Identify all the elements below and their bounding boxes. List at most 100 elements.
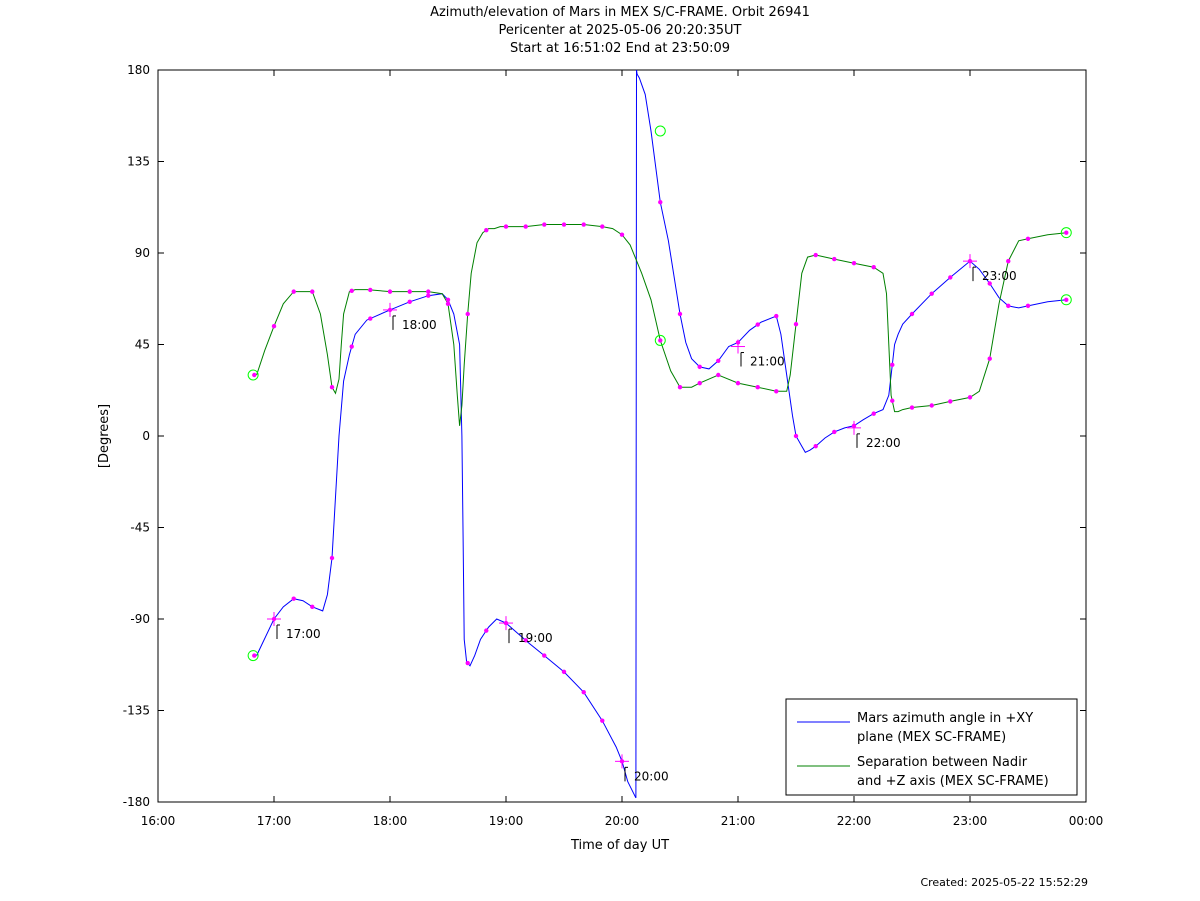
x-tick-label: 00:00 bbox=[1069, 814, 1104, 828]
data-point bbox=[716, 372, 721, 378]
data-point bbox=[890, 362, 895, 368]
data-point bbox=[832, 429, 837, 435]
data-point bbox=[387, 289, 393, 294]
data-point bbox=[774, 389, 779, 394]
data-point bbox=[484, 628, 489, 633]
data-point bbox=[523, 224, 528, 229]
created-timestamp: Created: 2025-05-22 15:52:29 bbox=[920, 876, 1088, 889]
legend: Mars azimuth angle in +XY plane (MEX SC-… bbox=[785, 698, 1078, 796]
data-point bbox=[1064, 230, 1069, 235]
data-point bbox=[426, 289, 431, 294]
chart-title-line1: Azimuth/elevation of Mars in MEX S/C-FRA… bbox=[430, 5, 810, 20]
endpoint-circle bbox=[654, 334, 666, 346]
data-point bbox=[1025, 303, 1031, 309]
hour-annotation-label: 17:00 bbox=[286, 627, 321, 641]
data-point bbox=[349, 344, 354, 349]
data-point bbox=[793, 433, 799, 439]
data-point bbox=[542, 222, 547, 227]
data-point bbox=[967, 395, 973, 400]
data-point bbox=[948, 399, 953, 404]
data-point bbox=[329, 555, 335, 561]
data-point bbox=[871, 265, 876, 270]
endpoint-circle bbox=[1060, 227, 1072, 239]
data-point bbox=[871, 411, 876, 416]
legend-label-separation-line2: and +Z axis (MEX SC-FRAME) bbox=[857, 774, 1049, 789]
legend-label-azimuth-line2: plane (MEX SC-FRAME) bbox=[857, 730, 1006, 745]
hour-annotation-label: 21:00 bbox=[750, 355, 785, 369]
data-point bbox=[310, 289, 315, 294]
data-point bbox=[793, 321, 799, 327]
data-point bbox=[677, 385, 683, 390]
data-point bbox=[813, 252, 818, 258]
series-line-separation bbox=[256, 224, 1067, 426]
endpoint-circle bbox=[247, 369, 259, 381]
x-tick-label: 23:00 bbox=[953, 814, 988, 828]
data-point bbox=[581, 690, 586, 695]
y-tick-label: 0 bbox=[142, 429, 150, 443]
data-point bbox=[484, 228, 489, 233]
x-tick-label: 20:00 bbox=[605, 814, 640, 828]
data-point bbox=[271, 324, 277, 329]
data-point bbox=[291, 289, 296, 294]
data-point bbox=[948, 275, 953, 280]
data-point bbox=[368, 316, 373, 321]
data-point bbox=[329, 385, 335, 390]
data-point bbox=[987, 356, 992, 361]
data-point bbox=[600, 224, 605, 229]
data-point bbox=[909, 311, 915, 317]
y-tick-label: -180 bbox=[123, 795, 150, 809]
data-point bbox=[1006, 258, 1011, 264]
annotation-layer: 17:00 18:00 19:00 20:00 21:00 22:00 23:00 bbox=[247, 125, 1072, 783]
x-axis-label: Time of day UT bbox=[570, 838, 669, 853]
endpoint-circle bbox=[1060, 294, 1072, 306]
y-tick-label: 180 bbox=[127, 63, 150, 77]
y-axis-label: [Degrees] bbox=[97, 404, 112, 468]
data-point bbox=[716, 358, 721, 363]
plot-frame bbox=[157, 69, 1087, 803]
data-point bbox=[465, 311, 470, 317]
data-point bbox=[445, 297, 451, 302]
data-point bbox=[851, 260, 857, 266]
chart-title-line3: Start at 16:51:02 End at 23:50:09 bbox=[509, 41, 731, 56]
data-point bbox=[658, 199, 663, 205]
legend-label-separation-line1: Separation between Nadir bbox=[857, 755, 1028, 770]
data-point bbox=[1064, 297, 1069, 302]
data-point bbox=[813, 443, 818, 449]
data-point bbox=[735, 380, 741, 386]
plot-area: 16:00 17:00 18:00 19:00 20:00 21:00 22:00 23:00… bbox=[123, 63, 1104, 828]
data-point bbox=[619, 232, 625, 237]
x-tick-label: 18:00 bbox=[373, 814, 408, 828]
data-point bbox=[658, 338, 663, 343]
data-point bbox=[987, 281, 992, 286]
data-point bbox=[465, 660, 470, 666]
data-point bbox=[755, 385, 760, 390]
marker-layer bbox=[252, 199, 1069, 764]
data-point bbox=[929, 291, 934, 296]
legend-box bbox=[785, 698, 1078, 796]
hour-annotation-label: 23:00 bbox=[982, 269, 1017, 283]
y-tick-label: 45 bbox=[135, 338, 150, 352]
series-layer bbox=[256, 69, 1067, 799]
endpoint-circle bbox=[654, 125, 666, 137]
y-tick-label: -90 bbox=[130, 612, 150, 626]
data-point bbox=[252, 372, 257, 378]
legend-label-azimuth-line1: Mars azimuth angle in +XY bbox=[857, 711, 1033, 726]
data-point bbox=[542, 653, 547, 658]
data-point bbox=[561, 222, 567, 227]
data-point bbox=[755, 322, 760, 327]
hour-annotation-label: 20:00 bbox=[634, 769, 669, 783]
data-point bbox=[1006, 303, 1011, 309]
x-tick-label: 21:00 bbox=[721, 814, 756, 828]
x-tick-label: 17:00 bbox=[257, 814, 292, 828]
y-tick-label: -135 bbox=[123, 704, 150, 718]
data-point bbox=[426, 293, 431, 298]
y-tick-label: -45 bbox=[130, 521, 150, 535]
chart-title-line2: Pericenter at 2025-05-06 20:20:35UT bbox=[498, 23, 742, 38]
data-point bbox=[581, 222, 586, 227]
data-point bbox=[600, 718, 605, 723]
data-point bbox=[407, 299, 412, 304]
data-point bbox=[697, 364, 702, 370]
hour-annotation-label: 22:00 bbox=[866, 436, 901, 450]
data-point bbox=[503, 224, 509, 229]
